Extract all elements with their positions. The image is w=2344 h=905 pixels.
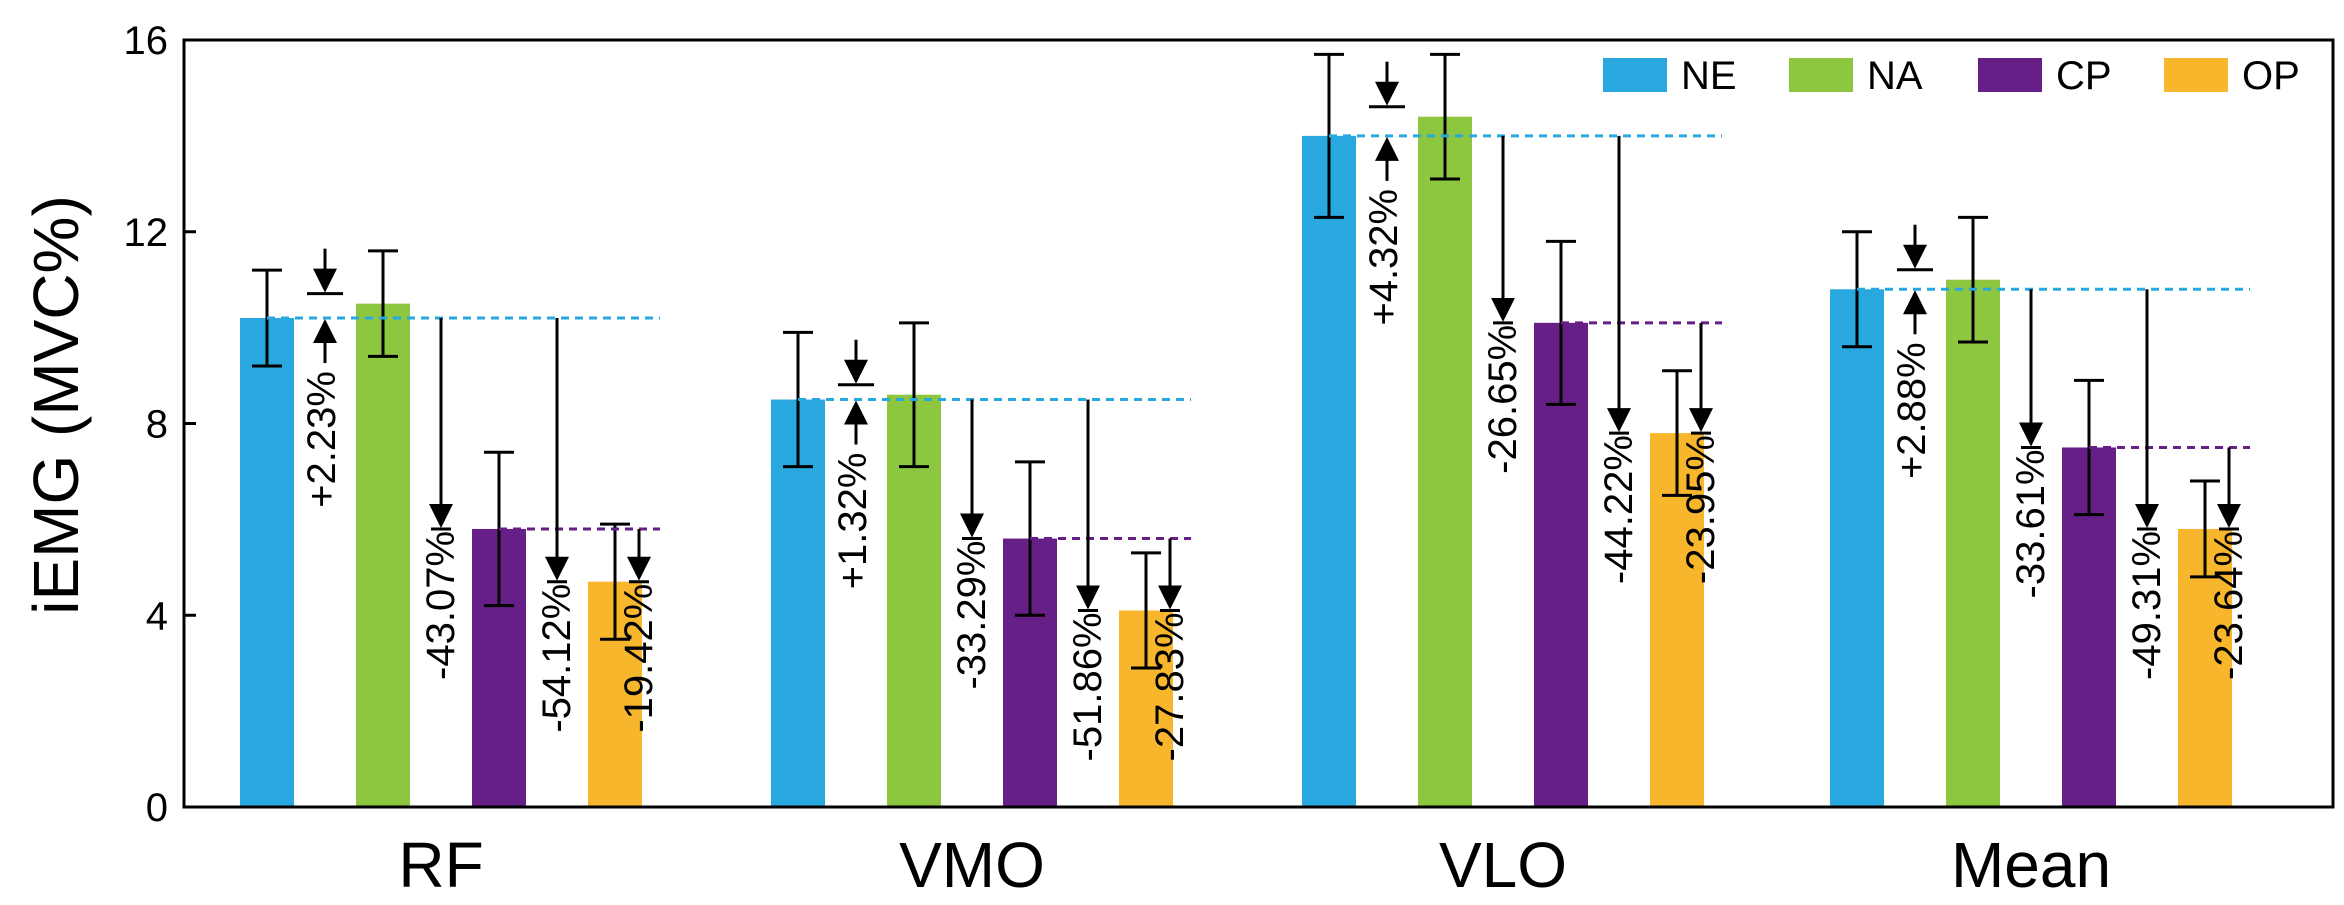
legend-swatch-op (2164, 58, 2228, 92)
y-tick-label-16: 16 (124, 19, 169, 63)
annotation-label-8: +4.32% (1362, 189, 1406, 326)
y-tick-label-4: 4 (146, 594, 168, 638)
annotation-label-6: -51.86% (1066, 612, 1110, 761)
annotation-label-11: -23.95% (1679, 435, 1723, 584)
legend: NE NA CP OP (1603, 54, 2300, 98)
annotation-label-12: +2.88% (1890, 342, 1934, 479)
category-label-vlo: VLO (1439, 829, 1567, 901)
category-label-vmo: VMO (899, 829, 1045, 901)
plot-area: +2.23% -43.07% -54.12% -19.42% +1.32% -33.29%… (124, 19, 2335, 901)
annotation-label-7: -27.83% (1148, 612, 1192, 761)
legend-swatch-ne (1603, 58, 1667, 92)
annotation-label-13: -33.61% (2009, 449, 2053, 598)
bar-na-mean (1946, 279, 2000, 807)
legend-label-cp: CP (2056, 54, 2112, 98)
legend-label-op: OP (2242, 54, 2300, 98)
annotation-label-4: +1.32% (831, 453, 875, 590)
annotation-label-9: -26.65% (1481, 325, 1525, 474)
bar-na-rf (356, 303, 410, 807)
annotation-label-5: -33.29% (950, 541, 994, 690)
legend-label-ne: NE (1681, 54, 1737, 98)
category-label-mean: Mean (1951, 829, 2111, 901)
bar-ne-vlo (1302, 135, 1356, 807)
annotation-label-2: -54.12% (535, 584, 579, 733)
legend-swatch-na (1789, 58, 1853, 92)
y-tick-label-8: 8 (146, 403, 168, 447)
bar-ne-mean (1830, 289, 1884, 807)
y-tick-label-12: 12 (124, 211, 169, 255)
legend-label-na: NA (1867, 54, 1923, 98)
annotation-label-10: -44.22% (1597, 435, 1641, 584)
bar-ne-rf (240, 318, 294, 807)
y-tick-label-0: 0 (146, 786, 168, 830)
bar-na-vlo (1418, 116, 1472, 807)
annotation-label-0: +2.23% (300, 371, 344, 508)
legend-swatch-cp (1978, 58, 2042, 92)
annotation-label-1: -43.07% (419, 531, 463, 680)
annotation-label-15: -23.64% (2207, 531, 2251, 680)
annotation-label-14: -49.31% (2125, 531, 2169, 680)
annotation-label-3: -19.42% (617, 584, 661, 733)
category-label-rf: RF (398, 829, 483, 901)
y-axis-label: iEMG (MVC%) (20, 195, 92, 615)
